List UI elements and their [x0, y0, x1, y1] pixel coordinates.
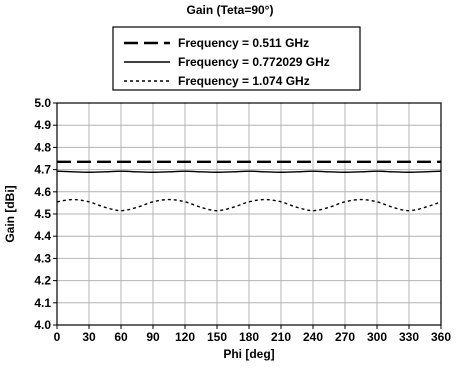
x-tick-label: 180 — [239, 330, 259, 344]
chart-title: Gain (Teta=90°) — [187, 3, 274, 17]
series-line-2 — [56, 170, 442, 173]
x-axis-label: Phi [deg] — [223, 347, 274, 361]
x-tick-label: 330 — [399, 330, 419, 344]
y-axis-ticks: 4.0 4.1 4.2 4.3 4.4 4.5 4.6 4.7 4.8 4.9 5.0 — [34, 96, 57, 332]
y-tick-label: 4.2 — [34, 274, 51, 288]
x-tick-label: 30 — [82, 330, 96, 344]
x-tick-label: 210 — [271, 330, 291, 344]
y-axis-label: Gain [dBi] — [3, 185, 17, 242]
legend: Frequency = 0.511 GHz Frequency = 0.77202… — [112, 26, 361, 91]
x-tick-label: 240 — [303, 330, 323, 344]
y-tick-label: 4.7 — [34, 163, 51, 177]
legend-label-1: Frequency = 0.511 GHz — [178, 36, 309, 50]
y-tick-label: 4.5 — [34, 207, 51, 221]
x-tick-label: 300 — [367, 330, 387, 344]
y-tick-label: 4.6 — [34, 185, 51, 199]
y-tick-label: 4.8 — [34, 140, 51, 154]
x-tick-label: 0 — [54, 330, 61, 344]
x-tick-label: 270 — [335, 330, 355, 344]
legend-label-3: Frequency = 1.074 GHz — [178, 74, 310, 88]
legend-label-2: Frequency = 0.772029 GHz — [178, 55, 330, 69]
x-tick-label: 60 — [114, 330, 128, 344]
series-lines — [56, 160, 442, 212]
x-tick-label: 120 — [175, 330, 195, 344]
x-tick-label: 360 — [431, 330, 451, 344]
y-tick-label: 4.0 — [34, 318, 51, 332]
legend-box — [112, 26, 361, 91]
plot-area — [56, 102, 442, 326]
y-tick-label: 5.0 — [34, 96, 51, 110]
x-tick-label: 150 — [207, 330, 227, 344]
y-tick-label: 4.3 — [34, 251, 51, 265]
y-tick-label: 4.1 — [34, 296, 51, 310]
y-tick-label: 4.4 — [34, 229, 51, 243]
x-tick-label: 90 — [146, 330, 160, 344]
x-axis-ticks: 0 30 60 90 120 150 180 210 240 270 300 330 360 — [54, 325, 451, 344]
y-tick-label: 4.9 — [34, 118, 51, 132]
